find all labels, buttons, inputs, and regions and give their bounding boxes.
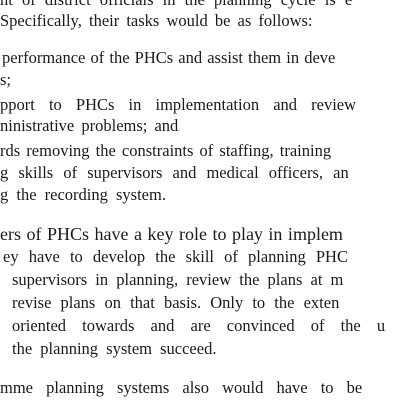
- text-line-4: s;: [0, 70, 12, 89]
- text-line-16: mme planning systems also would have to …: [0, 378, 363, 397]
- text-line-13: revise plans on that basis. Only to the …: [12, 293, 340, 312]
- text-line-8: g skills of supervisors and medical offi…: [0, 163, 349, 182]
- text-line-9: g the recording system.: [0, 185, 166, 204]
- text-line-14: oriented towards and are convinced of th…: [12, 316, 386, 335]
- text-line-6: ninistrative problems; and: [0, 116, 179, 135]
- text-line-12: supervisors in planning, review the plan…: [12, 270, 344, 289]
- text-line-5: pport to PHCs in implementation and revi…: [0, 95, 357, 114]
- text-line-10: ers of PHCs have a key role to play in i…: [0, 224, 343, 244]
- text-line-11: ey have to develop the skill of planning…: [3, 247, 348, 266]
- text-line-3: performance of the PHCs and assist them …: [2, 48, 336, 67]
- text-line-15: the planning system succeed.: [12, 339, 217, 358]
- text-line-1: nt of district officials in the planning…: [0, 0, 352, 11]
- text-line-7: rds removing the constraints of staffing…: [0, 141, 332, 160]
- text-line-2: Specifically, their tasks would be as fo…: [0, 11, 313, 30]
